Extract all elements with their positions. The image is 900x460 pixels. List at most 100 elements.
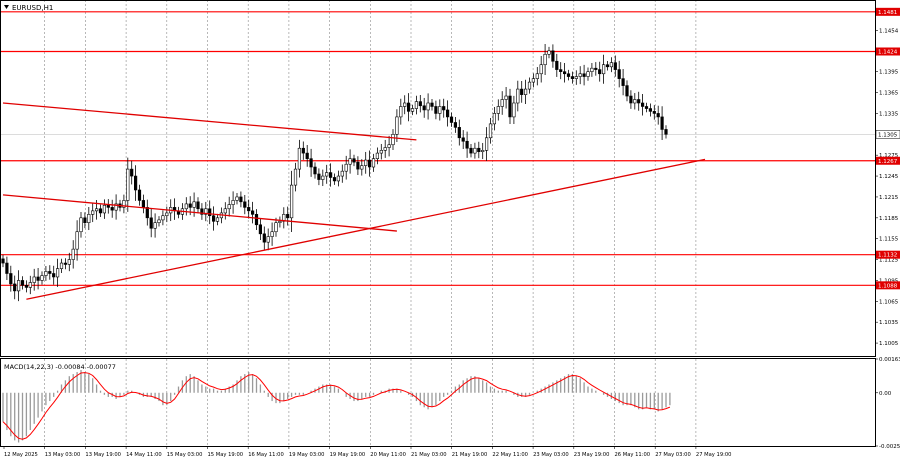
y-tick-label: 1.1245 <box>879 174 899 180</box>
candle-body <box>543 53 547 66</box>
candle-body <box>13 283 17 292</box>
candle <box>83 212 87 229</box>
candle-body <box>98 208 103 214</box>
candle <box>75 220 79 261</box>
candle <box>469 144 473 158</box>
candle-body <box>348 158 352 165</box>
y-tick-label: 1.1005 <box>879 341 899 347</box>
macd-y-tick-label: -0.00257 <box>879 444 900 450</box>
chevron-down-icon[interactable] <box>4 5 9 9</box>
candle <box>137 184 142 206</box>
candle <box>609 57 613 73</box>
candle <box>481 142 485 160</box>
candle <box>157 216 161 227</box>
axes: 12 May 2025 13 May 03:00 13 May 19:00 14 Ma… <box>3 7 900 458</box>
candle <box>325 164 329 184</box>
candle-body <box>574 76 578 79</box>
candle <box>590 62 594 77</box>
candle-body <box>184 203 188 210</box>
candle <box>134 165 138 201</box>
candle-body <box>555 60 559 70</box>
macd-y-tick-label: 0.00 <box>879 391 892 397</box>
candle-body <box>399 106 403 118</box>
candle-body <box>371 158 376 168</box>
candle <box>617 60 621 88</box>
candle-body <box>196 201 200 210</box>
candle <box>251 201 255 224</box>
trendlines <box>2 102 706 300</box>
candle-body <box>32 276 36 283</box>
candle-body <box>278 220 282 223</box>
candle-body <box>360 165 364 170</box>
candle <box>332 173 337 185</box>
candle-body <box>106 204 110 208</box>
candle <box>24 280 29 293</box>
candle <box>36 267 40 290</box>
candle-body <box>231 200 235 205</box>
candle-body <box>364 159 368 166</box>
candle <box>551 44 555 68</box>
candle-body <box>578 73 582 77</box>
candle-body <box>504 95 508 100</box>
candle-body <box>640 102 645 107</box>
candle <box>613 55 617 77</box>
candle <box>196 197 200 214</box>
candle <box>5 256 9 280</box>
candle <box>637 91 641 111</box>
price-pane-border <box>0 0 876 357</box>
candle-body <box>28 282 32 288</box>
candle-body <box>352 158 356 163</box>
candle-body <box>465 140 469 149</box>
candle-body <box>356 161 360 170</box>
candle-body <box>508 95 512 118</box>
candle <box>231 191 235 214</box>
candle-body <box>406 102 411 112</box>
x-tick-label: 19 May 03:00 <box>289 452 325 458</box>
candle <box>633 93 637 110</box>
candle <box>445 100 450 127</box>
candle <box>239 191 243 208</box>
candle-body <box>453 122 458 128</box>
x-tick-label: 27 May 19:00 <box>696 452 732 458</box>
candle-body <box>496 106 500 114</box>
candle-body <box>535 73 539 79</box>
macd-pane-border <box>0 358 876 447</box>
candle-body <box>309 158 313 168</box>
candle <box>223 202 227 220</box>
candle-body <box>637 99 641 104</box>
x-tick-label: 15 May 03:00 <box>167 452 203 458</box>
grid-layer <box>44 0 697 446</box>
x-tick-label: 21 May 19:00 <box>452 452 488 458</box>
candle-body <box>313 166 317 175</box>
candle <box>243 194 247 215</box>
candle <box>422 97 426 118</box>
candle-body <box>473 147 477 154</box>
candle <box>212 206 216 231</box>
candle <box>644 102 649 113</box>
x-tick-label: 27 May 03:00 <box>655 452 691 458</box>
candle <box>247 199 251 219</box>
candle-body <box>79 217 83 233</box>
x-tick-label: 23 May 19:00 <box>574 452 610 458</box>
candle-body <box>633 99 637 104</box>
candle-body <box>87 214 91 223</box>
candle-body <box>422 105 426 111</box>
candle-body <box>629 95 633 104</box>
candle <box>328 163 333 187</box>
candle-body <box>328 172 333 178</box>
candle <box>352 154 356 167</box>
level-price-tag <box>876 156 900 165</box>
candle-body <box>262 233 266 243</box>
candle-body <box>52 273 56 278</box>
candle-body <box>149 217 153 229</box>
candle-body <box>251 210 255 215</box>
candle-body <box>212 215 216 222</box>
candle-body <box>9 273 13 285</box>
candle-body <box>644 106 649 109</box>
chart-title: EURUSD,H1 <box>12 4 53 12</box>
candle-body <box>215 217 220 222</box>
candle-body <box>531 78 535 83</box>
candle <box>266 228 270 251</box>
candle <box>110 199 114 218</box>
